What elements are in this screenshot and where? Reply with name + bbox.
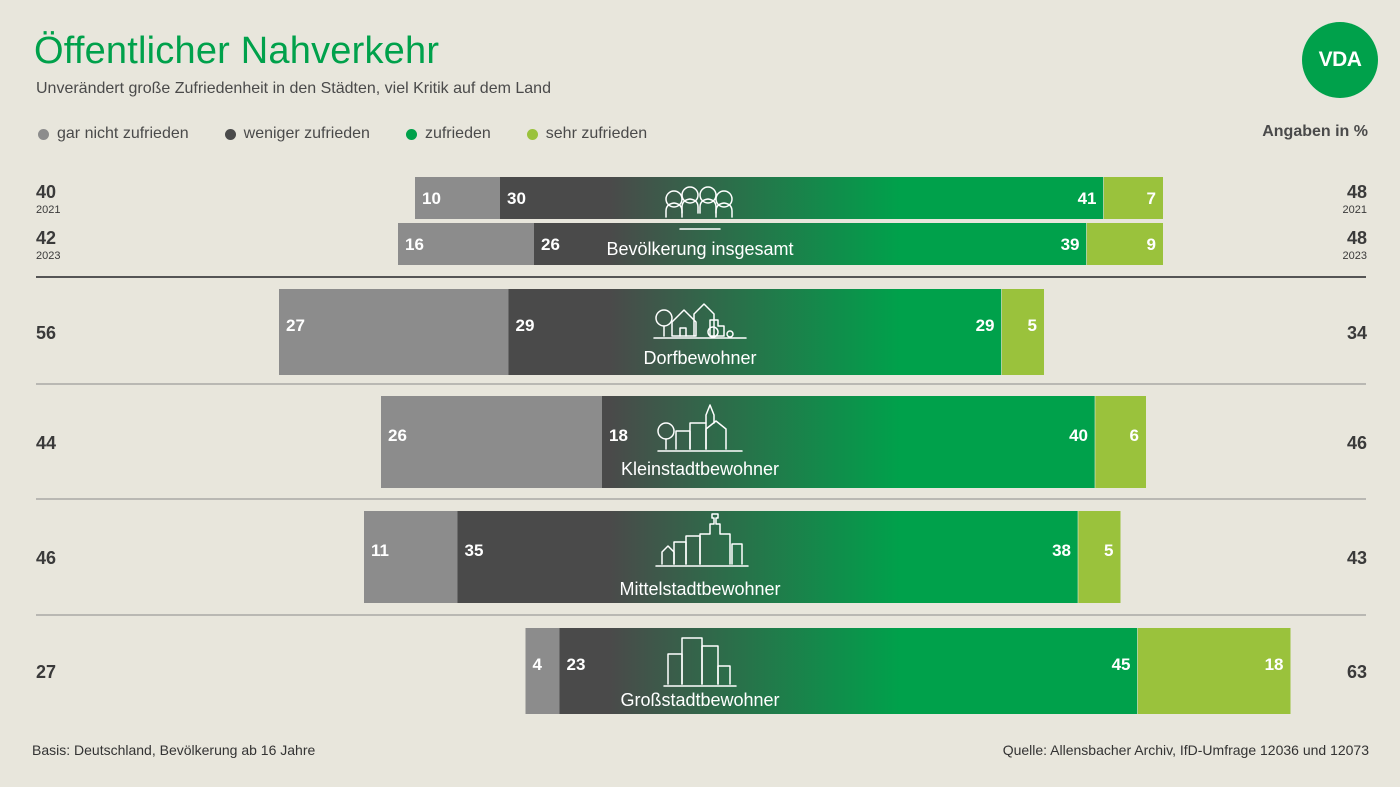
data-label-sehr-zufrieden: 5	[1104, 541, 1113, 560]
bar-divider	[1103, 177, 1104, 219]
bar-segment-sehr-zufrieden	[1095, 396, 1146, 488]
bar-center-blend	[610, 223, 900, 265]
bar-divider	[1077, 511, 1079, 603]
left-total: 46	[36, 548, 56, 568]
bar-segment-sehr-zufrieden	[1078, 511, 1121, 603]
data-label-gar-nicht: 16	[405, 235, 424, 254]
group-label: Dorfbewohner	[643, 348, 756, 368]
legend-label: gar nicht zufrieden	[57, 125, 189, 142]
legend-label: zufrieden	[424, 125, 491, 142]
right-total: 48	[1347, 182, 1367, 202]
legend-swatch	[38, 128, 49, 140]
bar-divider	[1086, 223, 1087, 265]
legend-swatch	[224, 128, 236, 140]
data-label-sehr-zufrieden: 7	[1147, 189, 1156, 208]
group-label: Bevölkerung insgesamt	[606, 239, 793, 259]
right-total: 46	[1347, 433, 1367, 453]
data-label-sehr-zufrieden: 6	[1130, 426, 1139, 445]
right-total: 34	[1347, 323, 1367, 343]
bar-segment-sehr-zufrieden	[1103, 177, 1163, 219]
data-label-zufrieden: 41	[1078, 189, 1097, 208]
right-total: 63	[1347, 662, 1367, 682]
data-label-zufrieden: 38	[1052, 541, 1071, 560]
bar-segment-gar-nicht	[398, 223, 534, 265]
right-year: 2021	[1343, 204, 1367, 216]
bar-segment-gar-nicht	[415, 177, 500, 219]
legend-item-weniger-zufrieden: weniger zufrieden	[224, 125, 370, 143]
legend-item-gar-nicht-zufrieden: gar nicht zufrieden	[38, 125, 189, 143]
data-label-weniger: 30	[507, 189, 526, 208]
bar-divider	[1001, 289, 1002, 375]
village-icon	[653, 303, 747, 339]
legend-swatch	[405, 128, 417, 140]
left-total: 40	[36, 182, 56, 202]
left-total: 56	[36, 323, 56, 343]
bar-center-blend	[610, 511, 900, 603]
data-label-sehr-zufrieden: 5	[1028, 316, 1037, 335]
data-label-sehr-zufrieden: 9	[1147, 235, 1156, 254]
city-icon	[663, 637, 737, 687]
bar-divider	[1094, 396, 1096, 488]
page-subtitle: Unverändert große Zufriedenheit in den S…	[36, 80, 551, 97]
bar-center-blend	[610, 628, 900, 714]
unit-label: Angaben in %	[1262, 123, 1368, 140]
legend-swatch	[526, 128, 538, 140]
data-label-zufrieden: 39	[1061, 235, 1080, 254]
left-year: 2021	[36, 204, 60, 216]
bar-segment-gar-nicht	[381, 396, 602, 488]
data-label-zufrieden: 45	[1112, 655, 1131, 674]
people-group-icon	[665, 186, 733, 230]
data-label-gar-nicht: 4	[533, 655, 543, 674]
group-label: Kleinstadtbewohner	[621, 459, 779, 479]
bar-center-blend	[610, 396, 900, 488]
data-label-gar-nicht: 11	[371, 541, 389, 560]
small-town-icon	[657, 404, 743, 452]
page-title: Öffentlicher Nahverkehr	[34, 30, 440, 72]
bar-divider	[1137, 628, 1138, 714]
data-label-zufrieden: 29	[976, 316, 995, 335]
bar-segment-sehr-zufrieden	[1001, 289, 1044, 375]
left-year: 2023	[36, 250, 60, 262]
data-label-weniger: 26	[541, 235, 560, 254]
left-total: 44	[36, 433, 56, 453]
legend-label: sehr zufrieden	[545, 125, 648, 142]
bar-segment-gar-nicht	[279, 289, 509, 375]
left-total: 27	[36, 662, 56, 682]
data-label-gar-nicht: 27	[286, 316, 305, 335]
bar-segment-gar-nicht	[364, 511, 458, 603]
data-label-weniger: 23	[567, 655, 586, 674]
right-year: 2023	[1343, 250, 1367, 262]
left-total: 42	[36, 228, 56, 248]
legend-item-zufrieden: zufrieden	[405, 125, 491, 143]
footer-source: Quelle: Allensbacher Archiv, IfD-Umfrage…	[1002, 742, 1369, 758]
group-label: Großstadtbewohner	[620, 690, 779, 710]
vda-logo: VDA	[1302, 22, 1378, 98]
medium-town-icon	[655, 513, 749, 567]
data-label-weniger: 18	[609, 426, 628, 445]
footer-basis: Basis: Deutschland, Bevölkerung ab 16 Ja…	[32, 742, 316, 758]
right-total: 48	[1347, 228, 1367, 248]
bar-center-blend	[610, 177, 900, 219]
data-label-gar-nicht: 10	[422, 189, 441, 208]
legend-label: weniger zufrieden	[243, 125, 370, 142]
data-label-weniger: 35	[465, 541, 484, 560]
right-total: 43	[1347, 548, 1367, 568]
legend: gar nicht zufrieden weniger zufrieden zu…	[38, 125, 683, 143]
data-label-gar-nicht: 26	[388, 426, 407, 445]
data-label-zufrieden: 40	[1069, 426, 1088, 445]
bar-segment-sehr-zufrieden	[1086, 223, 1163, 265]
bar-center-blend	[610, 289, 900, 375]
legend-item-sehr-zufrieden: sehr zufrieden	[526, 125, 648, 143]
group-label: Mittelstadtbewohner	[619, 579, 780, 599]
bar-segment-gar-nicht	[525, 628, 560, 714]
data-label-sehr-zufrieden: 18	[1265, 655, 1284, 674]
data-label-weniger: 29	[516, 316, 535, 335]
bar-segment-sehr-zufrieden	[1137, 628, 1291, 714]
